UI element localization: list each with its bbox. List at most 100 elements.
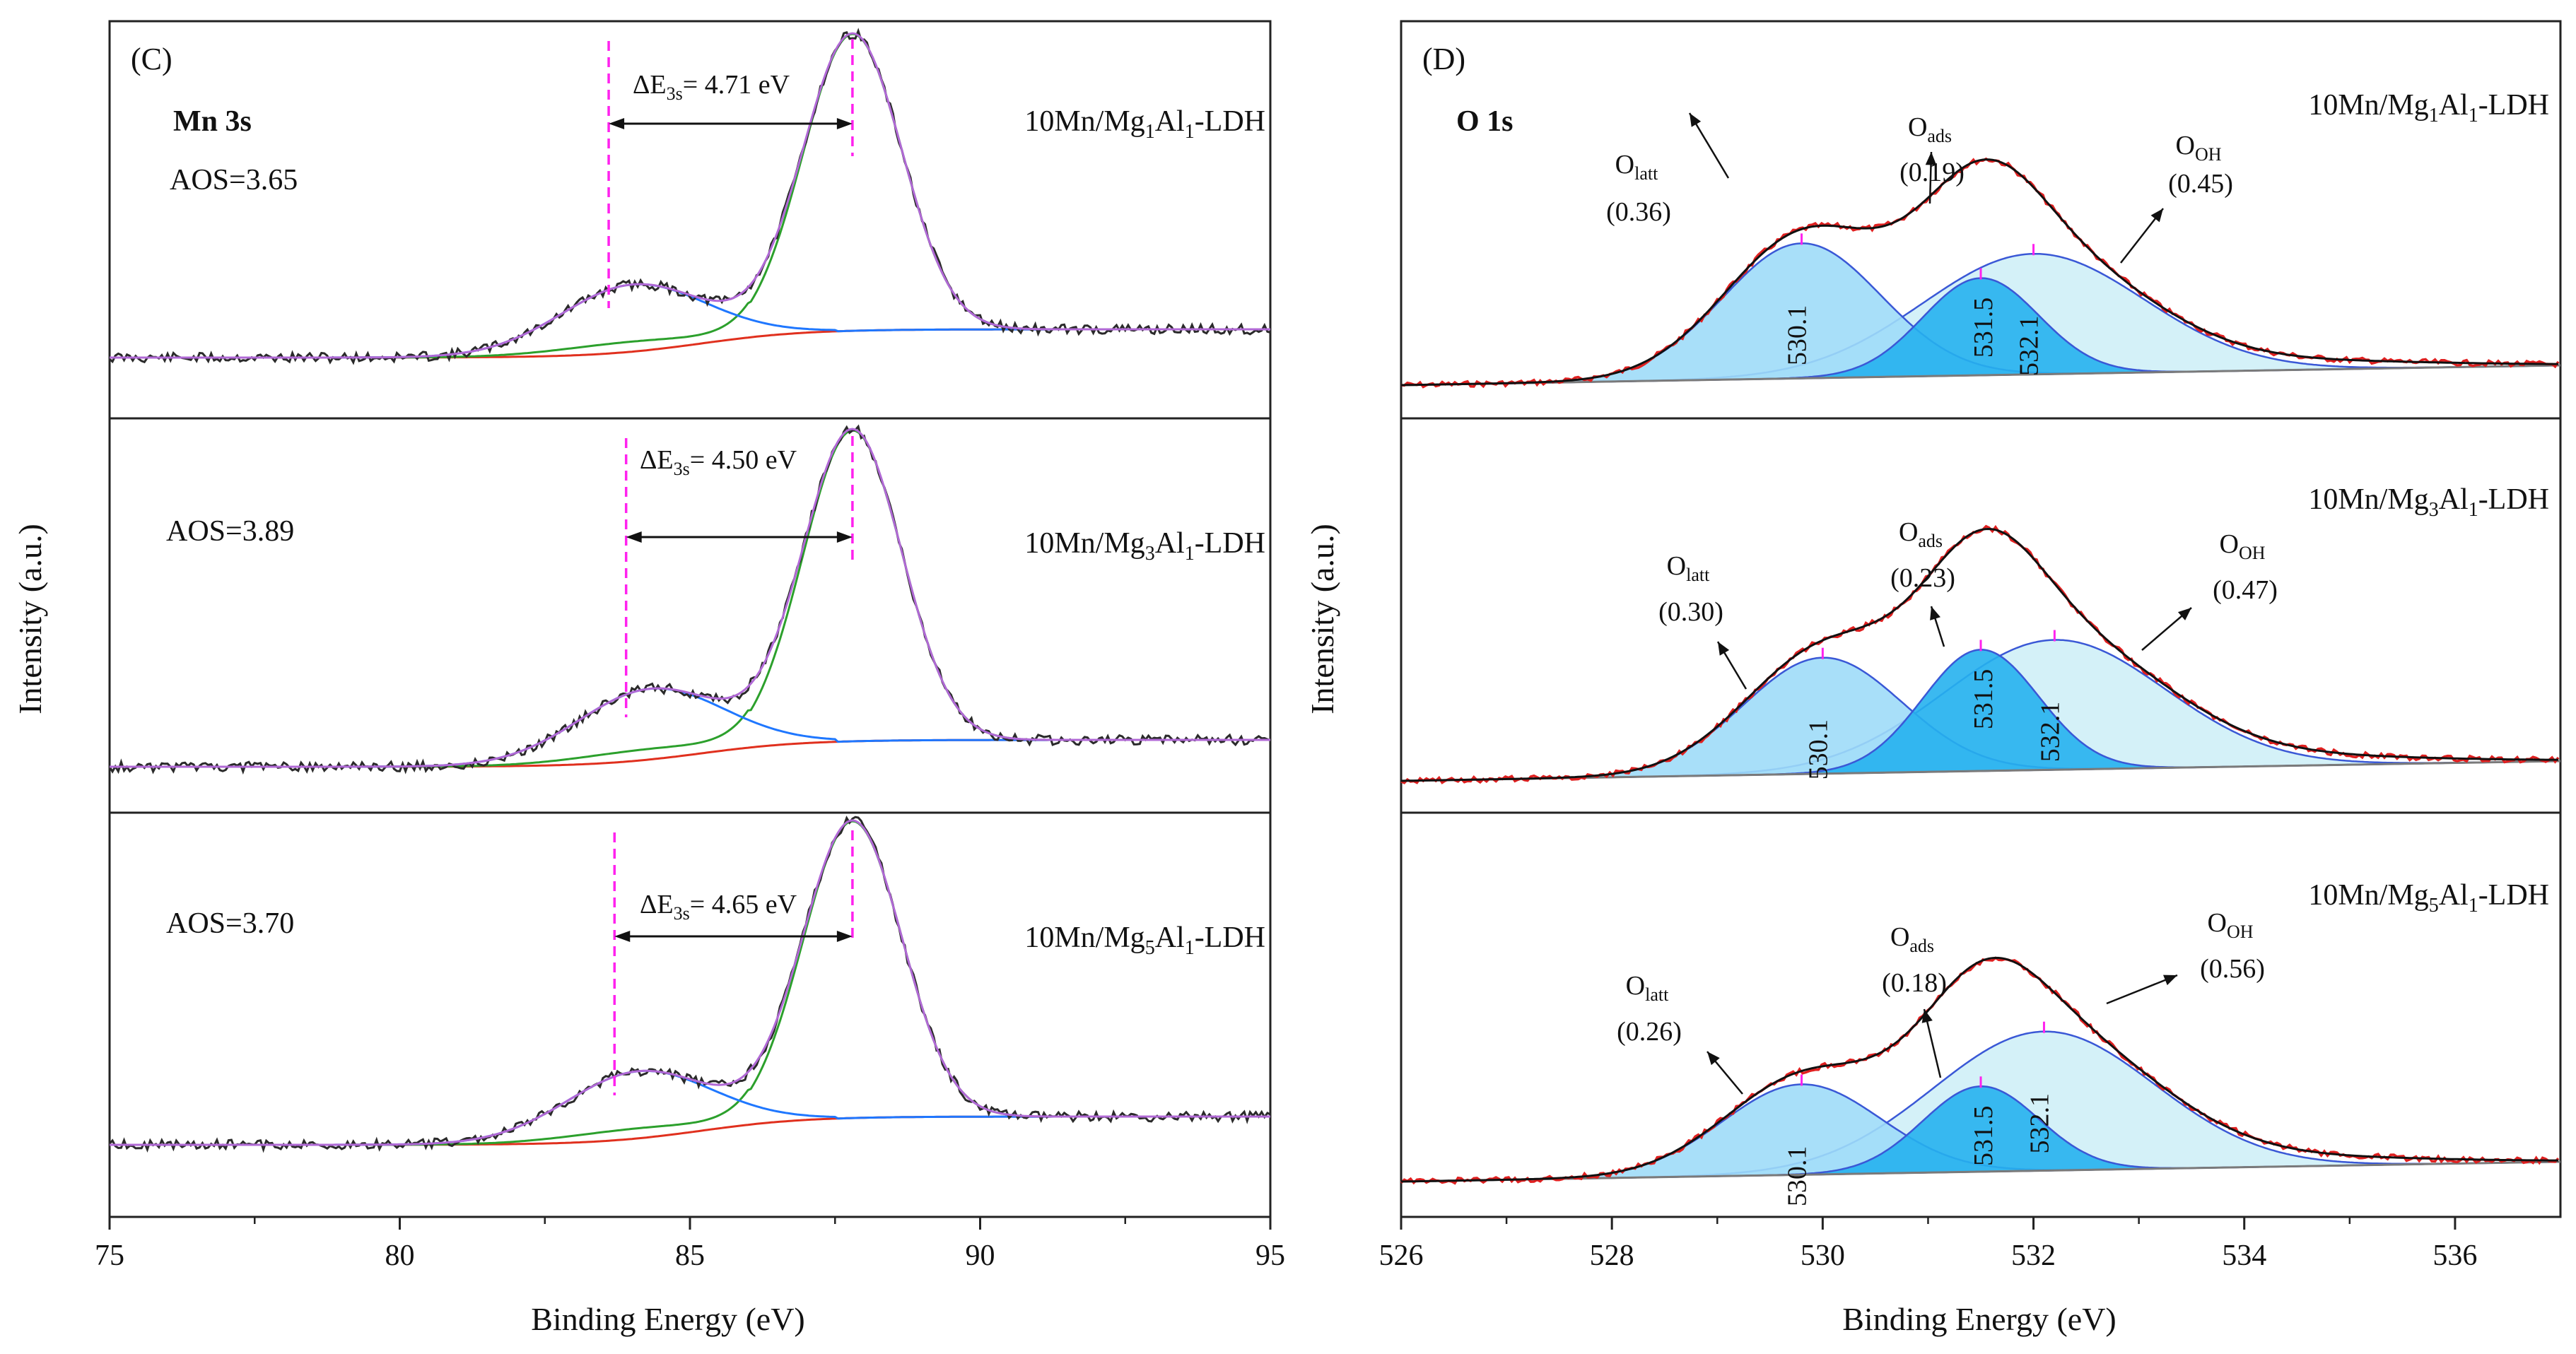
annotation-arrowhead	[2163, 975, 2177, 986]
sample-1-pre: 10Mn/Mg	[1024, 105, 1144, 138]
sample-3-s1: 5	[1145, 937, 1155, 959]
mn-envelope-fit	[110, 32, 1270, 359]
x-tick-label: 536	[2432, 1240, 2477, 1272]
x-tick-label: 85	[675, 1240, 705, 1272]
panel-c: (C) Mn 3s AOS=3.65 AOS=3.89 AOS=3.70 10M…	[12, 20, 1285, 1337]
delta-label-2: ΔE3s= 4.50 eV	[640, 445, 797, 479]
panel-d-letter: (D)	[1422, 42, 1465, 76]
sample-2-s1: 3	[1145, 543, 1155, 565]
mn-sample-label-1: 10Mn/Mg1Al1-LDH	[1024, 105, 1265, 143]
o-fit-envelope	[1400, 956, 2558, 1183]
x-tick-label: 90	[966, 1240, 995, 1272]
o-sample-3-mid: Al	[2439, 879, 2469, 912]
mn-raw-spectrum	[108, 816, 1271, 1153]
o-sample-3-pre: 10Mn/Mg	[2308, 879, 2428, 912]
aos-label-1: AOS=3.65	[170, 164, 298, 196]
mn-satellite-fit	[110, 1069, 1270, 1146]
sample-1-mid: Al	[1155, 105, 1185, 138]
o-sample-1-mid: Al	[2439, 89, 2469, 122]
o-baseline	[1400, 1160, 2561, 1183]
annotation-arrowhead	[2177, 608, 2191, 620]
olatt-fraction-2: (0.30)	[1658, 597, 1723, 627]
delta-e-arrowhead-right	[836, 931, 853, 942]
o-baseline	[1400, 760, 2561, 782]
sample-2-post: -LDH	[1195, 527, 1265, 560]
delta-e-arrowhead-right	[836, 118, 853, 129]
o-raw-spectrum	[1400, 956, 2560, 1185]
ooh-fraction-1: (0.45)	[2168, 169, 2233, 199]
annotation-arrowhead	[1718, 642, 1730, 656]
mn-sample-label-2: 10Mn/Mg3Al1-LDH	[1024, 527, 1265, 565]
x-tick-label: 532	[2011, 1240, 2056, 1272]
sample-2-mid: Al	[1155, 527, 1185, 560]
oads-fraction-2: (0.23)	[1890, 563, 1955, 593]
aos-label-2: AOS=3.89	[166, 515, 294, 548]
delta-1-sub: 3s	[667, 83, 683, 104]
x-tick-label: 95	[1255, 1240, 1285, 1272]
sample-2-pre: 10Mn/Mg	[1024, 527, 1144, 560]
ooh-label-2: OOH	[2219, 529, 2265, 563]
x-tick-label: 80	[385, 1240, 415, 1272]
mn-subplot-2	[108, 424, 1271, 775]
mn-main-peak-fit	[286, 429, 1009, 768]
delta-label-3: ΔE3s= 4.65 eV	[640, 890, 797, 924]
x-tick-label: 530	[1801, 1240, 1845, 1272]
delta-e-arrowhead-left	[614, 931, 631, 942]
delta-2-sub: 3s	[674, 459, 690, 479]
mn-main-peak-fit	[286, 820, 1009, 1146]
sample-3-post: -LDH	[1195, 922, 1265, 954]
olatt-label-3: Olatt	[1626, 971, 1669, 1005]
component-energy-label: 532.1	[2035, 702, 2065, 763]
mn-raw-spectrum	[108, 424, 1271, 775]
o-baseline	[1400, 364, 2561, 387]
mn-envelope-fit	[110, 428, 1270, 768]
o-sample-label-2: 10Mn/Mg3Al1-LDH	[2308, 483, 2549, 521]
o-subplot-2: 530.1 531.5 532.1	[1400, 524, 2561, 784]
mn-sample-label-3: 10Mn/Mg5Al1-LDH	[1024, 922, 1265, 959]
o-fit-envelope	[1400, 527, 2558, 782]
mn-subplot-3	[108, 816, 1271, 1153]
delta-e-arrowhead-left	[626, 531, 642, 543]
o-sample-2-post: -LDH	[2478, 483, 2549, 516]
annotation-arrowhead	[1690, 113, 1702, 127]
olatt-fraction-1: (0.36)	[1606, 197, 1671, 227]
o-sample-2-s1: 3	[2429, 499, 2439, 521]
ooh-label-3: OOH	[2207, 908, 2253, 942]
delta-3-prefix: ΔE	[640, 890, 674, 919]
panel-c-frame	[108, 20, 1272, 1218]
o-sample-2-pre: 10Mn/Mg	[2308, 483, 2428, 516]
component-energy-label: 531.5	[1969, 298, 1998, 358]
sample-1-post: -LDH	[1195, 105, 1265, 138]
x-tick-label: 528	[1590, 1240, 1634, 1272]
component-energy-label: 532.1	[2025, 1093, 2054, 1154]
delta-2-value: = 4.50 eV	[690, 445, 797, 475]
oads-fraction-1: (0.19)	[1899, 158, 1965, 187]
o-sample-1-pre: 10Mn/Mg	[2308, 89, 2428, 122]
sample-1-s1: 1	[1145, 121, 1155, 143]
component-energy-label: 530.1	[1783, 1146, 1813, 1207]
panel-d-element: O 1s	[1456, 105, 1514, 138]
component-energy-label: 530.1	[1783, 305, 1813, 366]
o-sample-1-s1: 1	[2429, 105, 2439, 126]
panel-c-letter: (C)	[131, 42, 172, 76]
component-energy-label: 530.1	[1803, 719, 1833, 780]
olatt-label-1: Olatt	[1615, 150, 1658, 184]
aos-label-3: AOS=3.70	[166, 907, 294, 940]
o-sample-2-s2: 1	[2469, 499, 2478, 521]
panel-c-x-axis: 75 80 85 90 95	[95, 1217, 1285, 1272]
delta-2-prefix: ΔE	[640, 445, 674, 475]
o-subplot-3: 530.1 531.5 532.1	[1400, 956, 2561, 1207]
x-tick-label: 526	[1379, 1240, 1424, 1272]
annotation-arrowhead	[1921, 1009, 1933, 1023]
sample-3-pre: 10Mn/Mg	[1024, 922, 1144, 954]
component-energy-label: 532.1	[2015, 315, 2044, 375]
component-energy-label: 531.5	[1969, 669, 1998, 730]
sample-2-s2: 1	[1185, 543, 1195, 565]
annotation-arrowhead	[1925, 152, 1937, 165]
o-subplot-1: 530.1 531.5 532.1	[1400, 112, 2561, 389]
o-sample-3-post: -LDH	[2478, 879, 2549, 912]
panel-d-ylabel: Intensity (a.u.)	[1304, 524, 1340, 714]
delta-e-arrowhead-right	[836, 531, 853, 543]
oads-label-1: Oads	[1908, 112, 1952, 146]
component-energy-label: 531.5	[1969, 1106, 1998, 1167]
